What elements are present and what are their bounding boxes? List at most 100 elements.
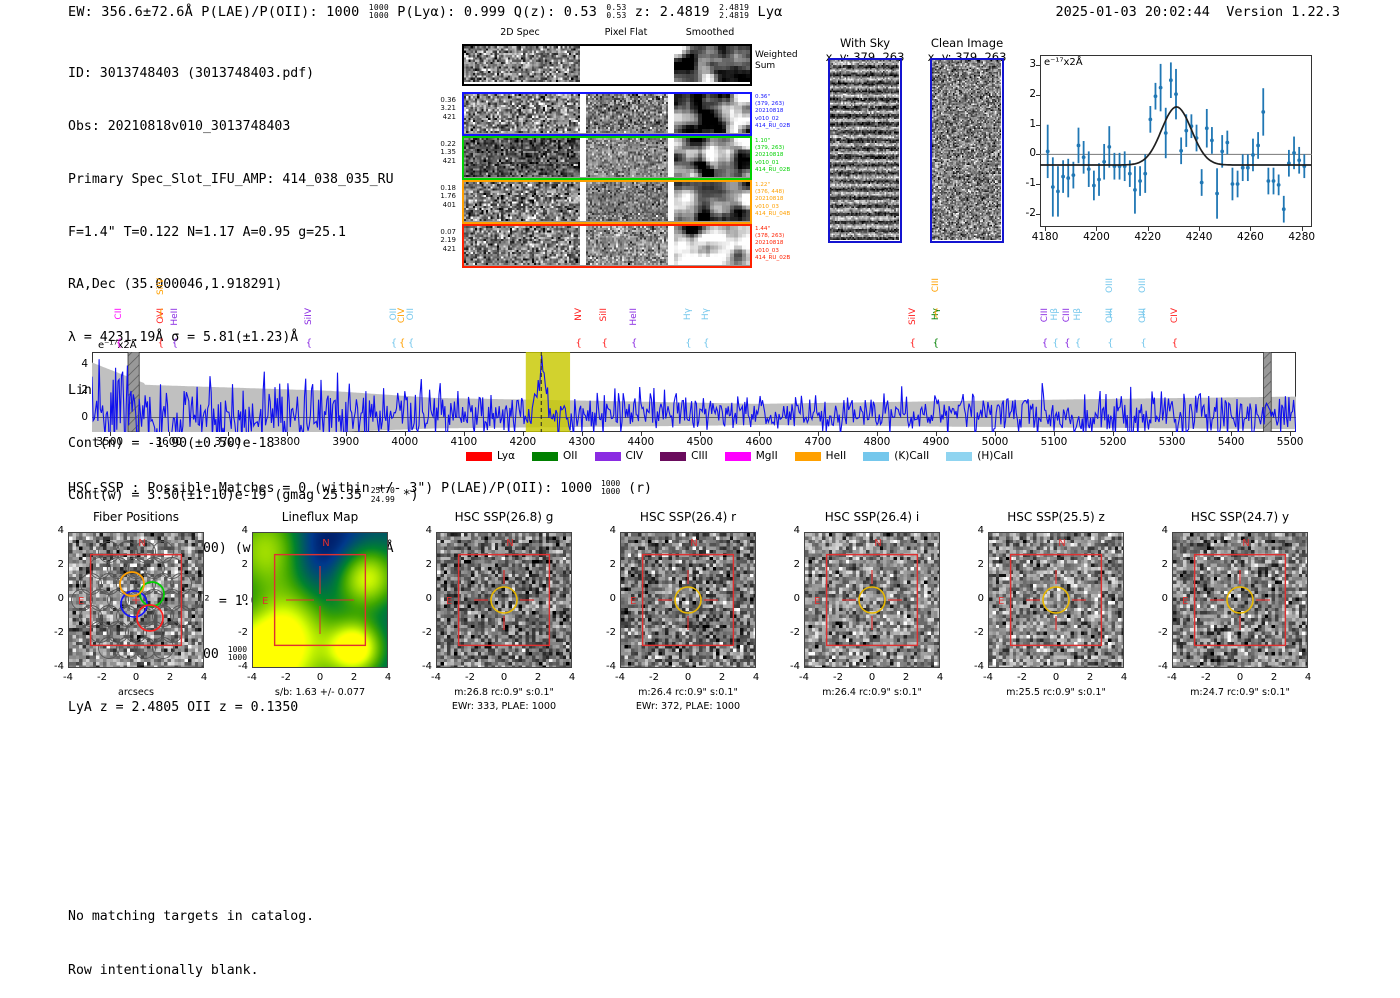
emission-line-bracket: {	[171, 338, 179, 349]
spectrum-xtick-mark	[463, 432, 465, 436]
spectrum-xtick: 5500	[1276, 436, 1304, 448]
cutout-xtick: -4	[247, 672, 257, 683]
cutout-ytick: -4	[422, 661, 432, 672]
weighted-sum-label-line2: Sum	[755, 61, 776, 71]
legend-label: OII	[563, 450, 578, 462]
cutout-xtick: -2	[649, 672, 659, 683]
emission-line-label: OII	[405, 308, 416, 321]
spectrum-xtick: 3900	[332, 436, 360, 448]
spectrum-xtick-mark	[758, 432, 760, 436]
spectrum-xtick-mark	[935, 432, 937, 436]
cutout-panel-title: HSC SSP(26.8) g	[454, 510, 554, 524]
line-profile-ytick-mark	[1036, 154, 1040, 156]
spectrum-ytick: 2	[81, 384, 88, 397]
cutout-panel-title: Lineflux Map	[281, 510, 359, 524]
sky-cutout-title: With Sky	[839, 36, 891, 50]
cutout-panel-title: HSC SSP(24.7) y	[1190, 510, 1290, 524]
cutout-ytick: 4	[977, 525, 984, 536]
cutout-ytick: -4	[606, 661, 616, 672]
line-profile-xtick: 4200	[1083, 231, 1110, 243]
cutout-ytick: 2	[57, 559, 64, 570]
cutout-ytick: -4	[54, 661, 64, 672]
cutout-xtick: 4	[936, 672, 944, 683]
cutout-ytick: 4	[425, 525, 432, 536]
cutout-panel-sublabel-2: EWr: 333, PLAE: 1000	[451, 701, 557, 712]
emission-line-label: CIII	[1062, 308, 1073, 323]
twod-title-pixelflat: Pixel Flat	[604, 27, 648, 38]
spectrum-xtick-mark	[1172, 432, 1174, 436]
cutout-xtick: -2	[465, 672, 475, 683]
cutout-xtick: 0	[1236, 672, 1244, 683]
spectrum-xtick-mark	[640, 432, 642, 436]
cutout-xtick: 4	[1304, 672, 1312, 683]
line-profile-xtick-mark	[1147, 227, 1149, 231]
spectrum-xtick-mark	[286, 432, 288, 436]
cutout-xtick: 0	[132, 672, 140, 683]
spectrum-xtick: 5200	[1099, 436, 1127, 448]
emission-line-label: HeII	[169, 308, 180, 326]
emission-line-bracket: {	[1171, 338, 1178, 349]
line-profile-plot-area	[1040, 62, 1312, 223]
spectrum-xtick: 4200	[509, 436, 537, 448]
line-profile-ytick: 1	[1029, 117, 1036, 130]
line-profile-ytick-mark	[1036, 184, 1040, 185]
cutout-xtick: -2	[833, 672, 843, 683]
cutout-xtick: -2	[1017, 672, 1027, 683]
legend-label: (H)CaII	[977, 450, 1014, 462]
spectrum-xtick-mark	[699, 432, 701, 436]
spectrum-xtick: 3800	[273, 436, 301, 448]
emission-line-bracket: {	[115, 338, 123, 349]
emission-line-label: CIV	[1169, 308, 1180, 324]
emission-line-label: SiIV	[155, 278, 166, 296]
spectrum-ytick: 4	[81, 358, 88, 371]
line-profile-xtick-mark	[1199, 227, 1201, 231]
cutout-xtick: 4	[1120, 672, 1128, 683]
legend-item: MgII	[724, 450, 778, 462]
emission-line-label: Hβ	[1072, 308, 1083, 321]
line-profile-ytick-mark	[1036, 213, 1040, 215]
emission-line-label: NV	[573, 308, 584, 321]
emission-line-bracket: {	[1052, 338, 1059, 349]
emission-line-label: SiIV	[303, 308, 314, 326]
cutout-panel-overlay: NE	[998, 538, 1103, 647]
qz-fraction: 0.53 0.53	[606, 3, 627, 21]
line-profile-ytick-mark	[1036, 95, 1040, 97]
twod-row-right-info: 1.44" (378, 263) 20210818 v010_03 414_RU_02B	[755, 226, 791, 261]
cutout-xtick: 0	[1052, 672, 1060, 683]
cutout-ytick: 0	[793, 593, 800, 604]
cutout-ytick: 0	[425, 593, 432, 604]
spectrum-xtick: 4600	[745, 436, 773, 448]
cutout-panel-sublabel-1: m:26.4 rc:0.9" s:0.1"	[822, 687, 922, 698]
version-label: Version 1.22.3	[1226, 4, 1340, 20]
legend-label: CIII	[691, 450, 708, 462]
spectrum-xtick: 5000	[981, 436, 1009, 448]
spectrum-ytick: 0	[81, 410, 88, 423]
z-fraction: 2.4819 2.4819	[719, 3, 750, 21]
legend-swatch	[660, 451, 687, 461]
info-plae-fraction: 1000 1000	[227, 644, 248, 663]
emission-line-label: CIII	[930, 278, 941, 293]
cutout-panel-overlay: NE	[1182, 538, 1287, 647]
emission-line-label: SiII	[599, 308, 610, 322]
svg-text:E: E	[78, 596, 84, 607]
svg-text:N: N	[138, 538, 145, 549]
header-ew-plae: EW: 356.6±72.6Å P(LAE)/P(OII): 1000	[68, 4, 368, 21]
spectrum-xtick-mark	[109, 432, 111, 436]
cutout-ytick: 2	[609, 559, 616, 570]
info-radec: RA,Dec (35.000046,1.918291)	[68, 277, 283, 293]
emission-line-bracket: {	[399, 338, 406, 349]
legend-item: OII	[532, 450, 578, 462]
cutout-ytick: 2	[241, 559, 248, 570]
legend-swatch	[794, 451, 821, 461]
cutout-panel-sublabel-1: m:24.7 rc:0.9" s:0.1"	[1190, 687, 1290, 698]
line-profile-xtick: 4220	[1134, 231, 1162, 243]
timestamp: 2025-01-03 20:02:44	[1055, 4, 1210, 20]
line-profile-xtick-mark	[1301, 227, 1303, 231]
cutout-xtick: 2	[1270, 672, 1278, 683]
spectrum-xtick: 5300	[1158, 436, 1186, 448]
cutout-xtick: 4	[200, 672, 208, 683]
info-params: F=1.4" T=0.122 N=1.17 A=0.95 g=25.1	[68, 224, 346, 240]
spectrum-xtick-mark	[1231, 432, 1233, 436]
line-profile-ytick: 0	[1029, 147, 1036, 160]
cutout-xtick: 4	[384, 672, 392, 683]
